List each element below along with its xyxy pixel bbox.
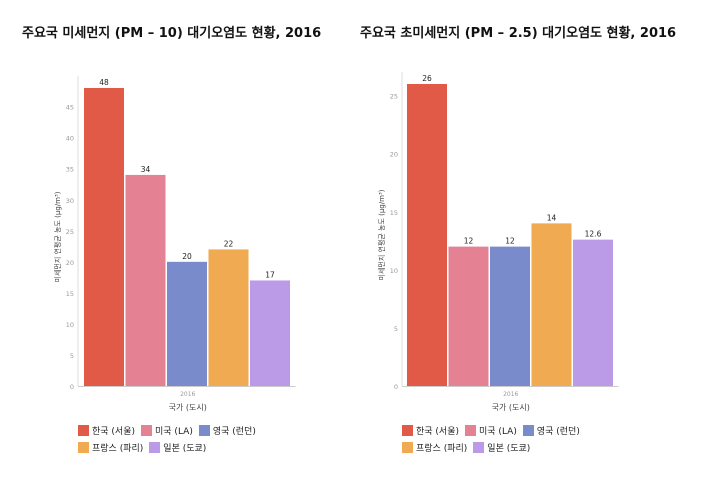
bar xyxy=(84,88,124,386)
y-tick-label: 25 xyxy=(390,93,398,101)
legend-item: 한국 (서울) xyxy=(402,424,459,437)
y-tick-label: 35 xyxy=(66,166,74,174)
bar xyxy=(448,246,489,386)
legend-item: 프랑스 (파리) xyxy=(402,441,467,454)
bar xyxy=(407,84,447,386)
y-tick-label: 30 xyxy=(66,197,74,205)
legend-label: 프랑스 (파리) xyxy=(92,444,144,454)
legend-label: 영국 (런던) xyxy=(212,427,256,437)
bar-value-label: 22 xyxy=(224,239,234,248)
x-axis-label: 국가 (도시) xyxy=(169,403,207,412)
bar-value-label: 48 xyxy=(99,78,109,87)
legend-item: 미국 (LA) xyxy=(141,424,193,437)
legend-swatch xyxy=(402,425,413,436)
y-tick-label: 5 xyxy=(70,352,74,360)
legend-swatch xyxy=(141,425,153,436)
legend-item: 한국 (서울) xyxy=(78,424,135,437)
legend-item: 미국 (LA) xyxy=(465,424,517,437)
pm10-bar-chart: 0 5 10 15 20 25 30 35 40 45 48 34 20 22 17 2016 국가 (도시) 미… xyxy=(53,76,296,412)
legend-label: 일본 (도쿄) xyxy=(487,444,531,454)
legend-swatch xyxy=(465,425,477,436)
x-tick-label: 2016 xyxy=(180,391,195,398)
legend-swatch xyxy=(198,425,210,436)
legend-label: 미국 (LA) xyxy=(155,427,193,437)
x-axis-label: 국가 (도시) xyxy=(492,403,530,412)
legend-label: 프랑스 (파리) xyxy=(416,444,468,454)
bar-value-label: 26 xyxy=(422,74,432,83)
legend-swatch xyxy=(522,425,534,436)
legend-label: 한국 (서울) xyxy=(416,427,460,437)
chart-title: 주요국 미세먼지 (PM – 10) 대기오염도 현황, 2016 xyxy=(22,26,322,41)
legend-label: 한국 (서울) xyxy=(92,427,136,437)
y-tick-label: 45 xyxy=(66,104,74,112)
bar xyxy=(490,246,530,386)
bar-value-label: 14 xyxy=(547,213,557,222)
y-tick-label: 15 xyxy=(390,209,398,217)
chart-legend: 한국 (서울) 미국 (LA) 영국 (런던) 프랑스 (파리) 일본 (도쿄) xyxy=(402,424,652,454)
bar-value-label: 12 xyxy=(464,237,474,246)
y-tick-label: 5 xyxy=(394,325,398,333)
y-tick-label: 40 xyxy=(66,135,74,143)
bar xyxy=(573,239,613,386)
bar xyxy=(125,174,166,386)
legend-item: 영국 (런던) xyxy=(522,424,580,437)
bar xyxy=(208,249,249,386)
bar-value-label: 17 xyxy=(265,270,275,279)
legend-item: 일본 (도쿄) xyxy=(473,441,530,454)
bar-value-label: 34 xyxy=(141,165,151,174)
chart-legend: 한국 (서울) 미국 (LA) 영국 (런던) 프랑스 (파리) 일본 (도쿄) xyxy=(78,424,328,454)
legend-swatch xyxy=(402,442,413,453)
y-tick-label: 20 xyxy=(66,259,74,267)
y-tick-label: 10 xyxy=(390,267,398,275)
legend-item: 영국 (런던) xyxy=(198,424,256,437)
bar xyxy=(167,261,207,386)
y-axis-label: 미세먼지 연평균 농도 (μg/m³) xyxy=(53,191,62,282)
pm25-chart-panel: 주요국 초미세먼지 (PM – 2.5) 대기오염도 현황, 2016 0 5 10… xyxy=(360,0,720,478)
legend-swatch xyxy=(473,442,485,453)
pm10-chart-panel: 주요국 미세먼지 (PM – 10) 대기오염도 현황, 2016 0 5 10 15… xyxy=(22,26,328,454)
pm25-bar-chart: 0 5 10 15 20 25 26 12 12 14 12.6 2016 국가 (도시) 미세먼지 연평… xyxy=(377,72,619,412)
bar-value-label: 20 xyxy=(182,252,192,261)
y-tick-label: 25 xyxy=(66,228,74,236)
legend-swatch xyxy=(78,425,89,436)
legend-label: 미국 (LA) xyxy=(479,427,517,437)
y-tick-label: 10 xyxy=(66,321,74,329)
legend-item: 프랑스 (파리) xyxy=(78,441,143,454)
bar xyxy=(531,223,572,386)
y-axis-label: 미세먼지 연평균 농도 (μg/m³) xyxy=(377,189,386,280)
legend-label: 일본 (도쿄) xyxy=(163,444,207,454)
legend-item: 일본 (도쿄) xyxy=(149,441,206,454)
legend-label: 영국 (런던) xyxy=(536,427,580,437)
y-tick-label: 20 xyxy=(390,151,398,159)
y-tick-label: 0 xyxy=(70,383,74,391)
bar-value-label: 12.6 xyxy=(585,230,602,239)
bar xyxy=(250,280,290,386)
legend-swatch xyxy=(78,442,89,453)
bar-value-label: 12 xyxy=(505,237,515,246)
legend-swatch xyxy=(149,442,161,453)
chart-title: 주요국 초미세먼지 (PM – 2.5) 대기오염도 현황, 2016 xyxy=(360,26,677,41)
x-tick-label: 2016 xyxy=(503,391,518,398)
y-tick-label: 0 xyxy=(394,383,398,391)
y-tick-label: 15 xyxy=(66,290,74,298)
